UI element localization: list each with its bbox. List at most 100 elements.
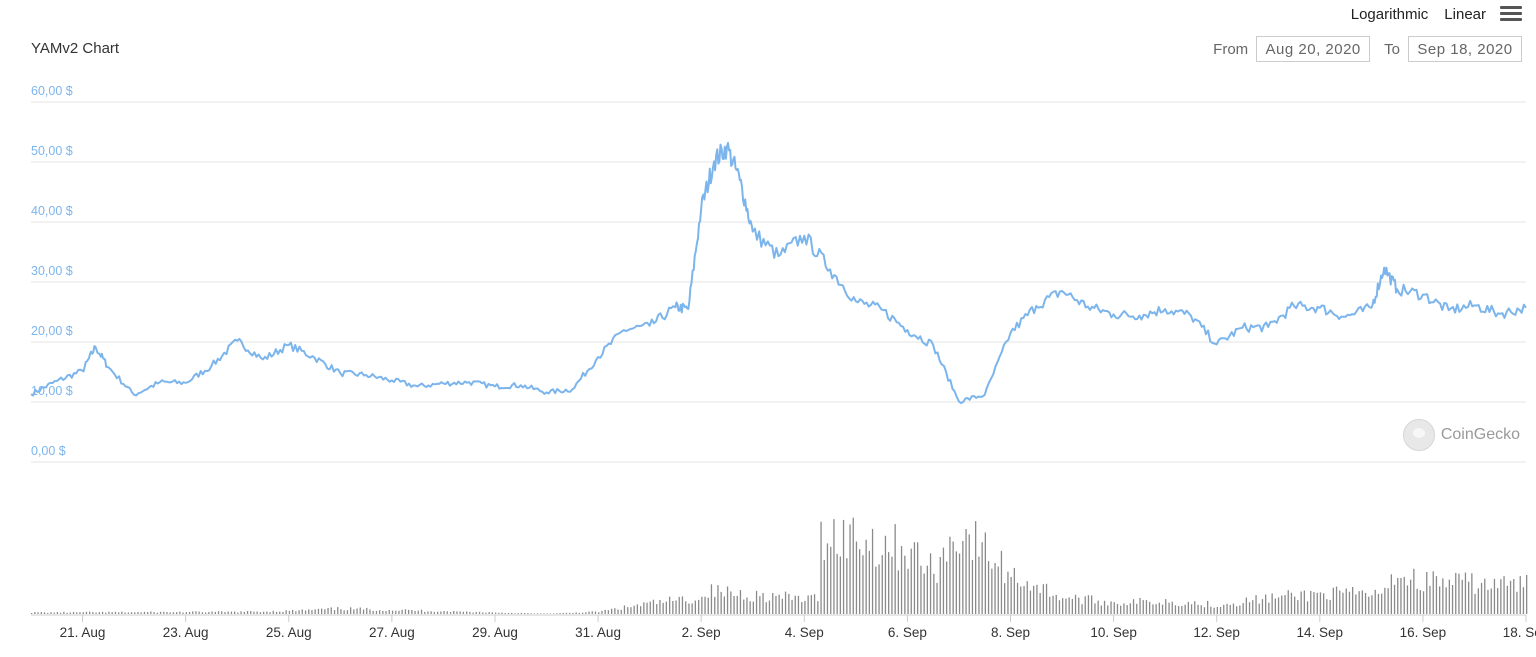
volume-bar <box>755 590 758 614</box>
volume-bar <box>1477 588 1479 614</box>
volume-bar <box>82 612 84 614</box>
volume-bar <box>991 568 993 614</box>
volume-bar <box>833 519 835 614</box>
volume-bar <box>1094 603 1096 614</box>
date-range: From To <box>1213 36 1522 62</box>
volume-bar <box>1042 584 1044 614</box>
volume-bar <box>34 612 36 614</box>
volume-bar <box>1281 595 1283 614</box>
x-tick-label: 21. Aug <box>60 625 106 640</box>
volume-bar <box>520 612 522 614</box>
volume-bar <box>726 586 729 614</box>
volume-bar <box>1236 606 1238 614</box>
volume-bar <box>1313 592 1315 614</box>
volume-bar <box>955 551 957 614</box>
volume-bar <box>926 565 928 614</box>
volume-bar <box>153 612 155 614</box>
volume-bar <box>472 612 474 614</box>
volume-bar <box>1207 600 1209 614</box>
volume-bar <box>984 532 986 614</box>
volume-bar <box>710 584 713 614</box>
volume-bar <box>1455 572 1457 614</box>
volume-bar <box>462 611 464 614</box>
volume-bar <box>1216 606 1218 614</box>
volume-bar <box>362 609 365 614</box>
volume-bar <box>1068 597 1070 614</box>
volume-bar <box>820 521 822 614</box>
volume-bar <box>1509 580 1512 614</box>
volume-bar <box>330 607 332 614</box>
logarithmic-scale-button[interactable]: Logarithmic <box>1350 6 1429 23</box>
volume-bar <box>678 596 680 614</box>
volume-bar <box>1197 604 1199 614</box>
x-tick-label: 6. Sep <box>888 625 927 640</box>
volume-bar <box>594 611 597 614</box>
from-date-input[interactable] <box>1256 36 1371 62</box>
volume-bar <box>375 610 378 614</box>
volume-bar <box>1416 588 1418 614</box>
volume-bar <box>63 611 65 614</box>
volume-bar <box>752 601 754 614</box>
volume-bar <box>208 612 210 614</box>
volume-bar <box>485 612 487 614</box>
volume-bar <box>198 611 200 614</box>
volume-bar <box>524 613 526 614</box>
volume-bar <box>150 611 152 614</box>
volume-bar <box>1016 582 1019 614</box>
y-tick-label: 20,00 $ <box>31 324 73 338</box>
volume-bar <box>1052 595 1054 614</box>
x-tick-label: 18. Sep <box>1503 625 1536 640</box>
y-axis-labels: 0,00 $10,00 $20,00 $30,00 $40,00 $50,00 … <box>31 84 73 458</box>
to-date-input[interactable] <box>1408 36 1522 62</box>
volume-bar <box>1190 604 1193 614</box>
volume-bar <box>559 613 561 614</box>
volume-bar <box>1274 598 1276 614</box>
volume-bar <box>549 613 551 614</box>
volume-bar <box>143 611 146 614</box>
volume-bar <box>511 612 513 614</box>
from-label: From <box>1213 40 1249 58</box>
volume-bar <box>968 534 970 614</box>
volume-bar <box>311 610 313 614</box>
volume-bar <box>195 611 197 614</box>
volume-bar <box>640 606 642 614</box>
volume-bar <box>1081 604 1083 614</box>
volume-bar <box>768 600 771 614</box>
volume-bar <box>1087 595 1090 614</box>
volume-bar <box>975 521 977 614</box>
volume-bar <box>1500 579 1502 614</box>
volume-bar <box>733 596 735 614</box>
linear-scale-button[interactable]: Linear <box>1444 6 1486 23</box>
volume-bar <box>630 607 632 614</box>
volume-bar <box>871 528 874 614</box>
volume-bar <box>478 611 481 614</box>
volume-bar <box>543 613 545 614</box>
x-tick-label: 10. Sep <box>1090 625 1137 640</box>
volume-bar <box>1184 604 1186 614</box>
price-line <box>30 141 1527 405</box>
volume-bar <box>601 610 603 614</box>
volume-bar <box>1178 606 1180 614</box>
volume-bar <box>949 536 951 614</box>
volume-bar <box>408 609 410 614</box>
volume-bar <box>85 611 88 614</box>
volume-bar <box>636 604 638 614</box>
volume-bar <box>897 570 899 614</box>
volume-bar <box>1442 578 1444 614</box>
volume-bar <box>437 611 439 614</box>
volume-bar <box>1252 600 1254 614</box>
hamburger-menu-icon[interactable] <box>1500 6 1522 22</box>
volume-bar <box>301 609 303 614</box>
volume-bar <box>546 613 548 614</box>
volume-bar <box>875 566 877 614</box>
volume-bar <box>40 612 42 614</box>
volume-bar <box>292 609 294 614</box>
volume-bar <box>269 612 271 614</box>
volume-bar <box>784 591 787 614</box>
volume-bar <box>997 566 999 614</box>
volume-bar <box>288 610 291 614</box>
volume-bar <box>266 611 268 614</box>
y-tick-label: 40,00 $ <box>31 204 73 218</box>
volume-bar <box>282 611 284 614</box>
volume-bar <box>1039 593 1041 614</box>
